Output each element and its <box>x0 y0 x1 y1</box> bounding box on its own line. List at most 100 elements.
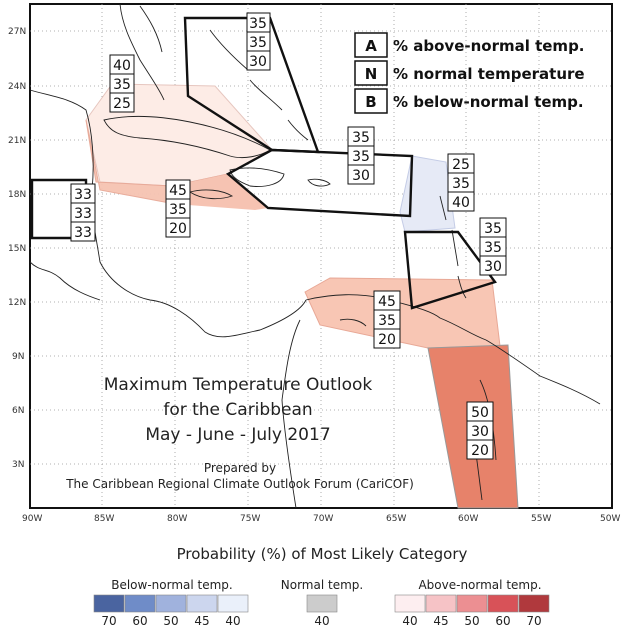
value-below: 20 <box>169 221 187 237</box>
lon-tick: 85W <box>94 514 114 524</box>
lon-tick: 80W <box>167 514 187 524</box>
legend-below-swatches: 70 60 50 45 40 <box>93 594 249 628</box>
region-box-windward: 35 35 30 <box>479 217 507 276</box>
value-normal: 35 <box>452 176 470 192</box>
value-normal: 35 <box>249 35 267 51</box>
region-box-hispaniola: 35 35 30 <box>347 126 375 185</box>
title-line-2: for the Caribbean <box>163 400 312 420</box>
legend-tick-above: 40 <box>402 614 417 628</box>
value-boxes: 35 35 30 40 35 25 33 33 33 45 35 <box>70 12 507 460</box>
legend-tick-below: 60 <box>132 614 147 628</box>
key-text-above: % above-normal temp. <box>393 37 585 55</box>
legend-tick-normal: 40 <box>314 614 329 628</box>
value-normal: 35 <box>113 77 131 93</box>
value-above: 35 <box>484 221 502 237</box>
region-leeward-shade <box>399 155 456 233</box>
region-box-belize: 33 33 33 <box>70 183 96 242</box>
value-above: 35 <box>249 16 267 32</box>
title-line-1: Maximum Temperature Outlook <box>104 375 373 395</box>
legend-swatch-above <box>456 594 488 613</box>
legend-tick-below: 50 <box>163 614 178 628</box>
legend-swatch-above <box>394 594 426 613</box>
category-key: A N B % above-normal temp. % normal temp… <box>354 32 585 114</box>
value-normal: 35 <box>352 149 370 165</box>
legend-swatch-below <box>155 594 187 613</box>
legend-tick-above: 50 <box>464 614 479 628</box>
legend-title: Probability (%) of Most Likely Category <box>177 545 468 563</box>
legend-swatch-normal <box>306 594 338 613</box>
value-above: 25 <box>452 157 470 173</box>
legend-below-label: Below-normal temp. <box>111 578 233 592</box>
value-above: 35 <box>352 130 370 146</box>
key-text-below: % below-normal temp. <box>393 93 584 111</box>
region-box-leeward: 25 35 40 <box>447 153 475 212</box>
region-box-bahamas: 35 35 30 <box>246 12 271 71</box>
region-box-southern: 45 35 20 <box>373 290 401 349</box>
legend-swatch-above <box>518 594 550 613</box>
legend-swatch-above <box>487 594 519 613</box>
value-below: 25 <box>113 96 131 112</box>
region-jamaica-shade-2 <box>172 174 268 210</box>
value-below: 40 <box>452 195 470 211</box>
lon-tick: 90W <box>22 514 42 524</box>
key-letter-b: B <box>365 93 376 111</box>
lat-tick: 12N <box>8 298 26 308</box>
lat-tick: 21N <box>8 136 26 146</box>
legend-above-label: Above-normal temp. <box>418 578 541 592</box>
value-below: 20 <box>378 332 396 348</box>
lon-tick: 50W <box>600 514 620 524</box>
region-box-cuba: 40 35 25 <box>109 54 135 113</box>
value-above: 40 <box>113 58 131 74</box>
legend-tick-below: 40 <box>225 614 240 628</box>
value-below: 20 <box>471 443 489 459</box>
lat-tick: 27N <box>8 27 26 37</box>
value-above: 45 <box>169 183 187 199</box>
lat-tick: 9N <box>12 352 24 362</box>
region-box-jamaica: 45 35 20 <box>165 179 191 238</box>
lon-tick: 70W <box>313 514 333 524</box>
title-line-3: May - June - July 2017 <box>145 425 330 445</box>
legend-swatch-below <box>217 594 249 613</box>
legend-above-swatches: 40 45 50 60 70 <box>394 594 550 628</box>
lat-tick: 6N <box>12 406 24 416</box>
lat-tick: 3N <box>12 460 24 470</box>
lat-tick: 24N <box>8 82 26 92</box>
legend-tick-below: 70 <box>101 614 116 628</box>
region-box-guianas: 50 30 20 <box>466 401 494 460</box>
value-above: 45 <box>378 294 396 310</box>
legend-swatch-below <box>93 594 125 613</box>
prepared-line-1: Prepared by <box>204 461 276 475</box>
legend-normal-swatches: 40 <box>306 594 338 628</box>
value-below: 30 <box>352 168 370 184</box>
legend-tick-below: 45 <box>194 614 209 628</box>
lat-tick: 18N <box>8 190 26 200</box>
value-normal: 35 <box>484 240 502 256</box>
value-normal: 35 <box>378 313 396 329</box>
value-below: 30 <box>484 259 502 275</box>
key-text-normal: % normal temperature <box>393 65 585 83</box>
lon-tick: 55W <box>531 514 551 524</box>
key-letter-n: N <box>365 65 378 83</box>
legend-tick-above: 45 <box>433 614 448 628</box>
legend-swatch-above <box>425 594 457 613</box>
lon-ticks: 90W 85W 80W 75W 70W 65W 60W 55W 50W <box>22 514 620 524</box>
legend-swatch-below <box>124 594 156 613</box>
map-title: Maximum Temperature Outlook for the Cari… <box>65 375 414 491</box>
value-normal: 35 <box>169 202 187 218</box>
legend-normal-label: Normal temp. <box>281 578 363 592</box>
legend-swatch-below <box>186 594 218 613</box>
lon-tick: 75W <box>240 514 260 524</box>
legend-tick-above: 70 <box>526 614 541 628</box>
value-below: 30 <box>249 54 267 70</box>
value-above: 33 <box>74 187 92 203</box>
lon-tick: 60W <box>458 514 478 524</box>
lon-tick: 65W <box>386 514 406 524</box>
prepared-line-2: The Caribbean Regional Climate Outlook F… <box>65 477 414 491</box>
key-letter-a: A <box>365 37 377 55</box>
lat-ticks: 27N 24N 21N 18N 15N 12N 9N 6N 3N <box>8 27 26 470</box>
value-normal: 30 <box>471 424 489 440</box>
value-above: 50 <box>471 405 489 421</box>
lat-tick: 15N <box>8 244 26 254</box>
legend-tick-above: 60 <box>495 614 510 628</box>
